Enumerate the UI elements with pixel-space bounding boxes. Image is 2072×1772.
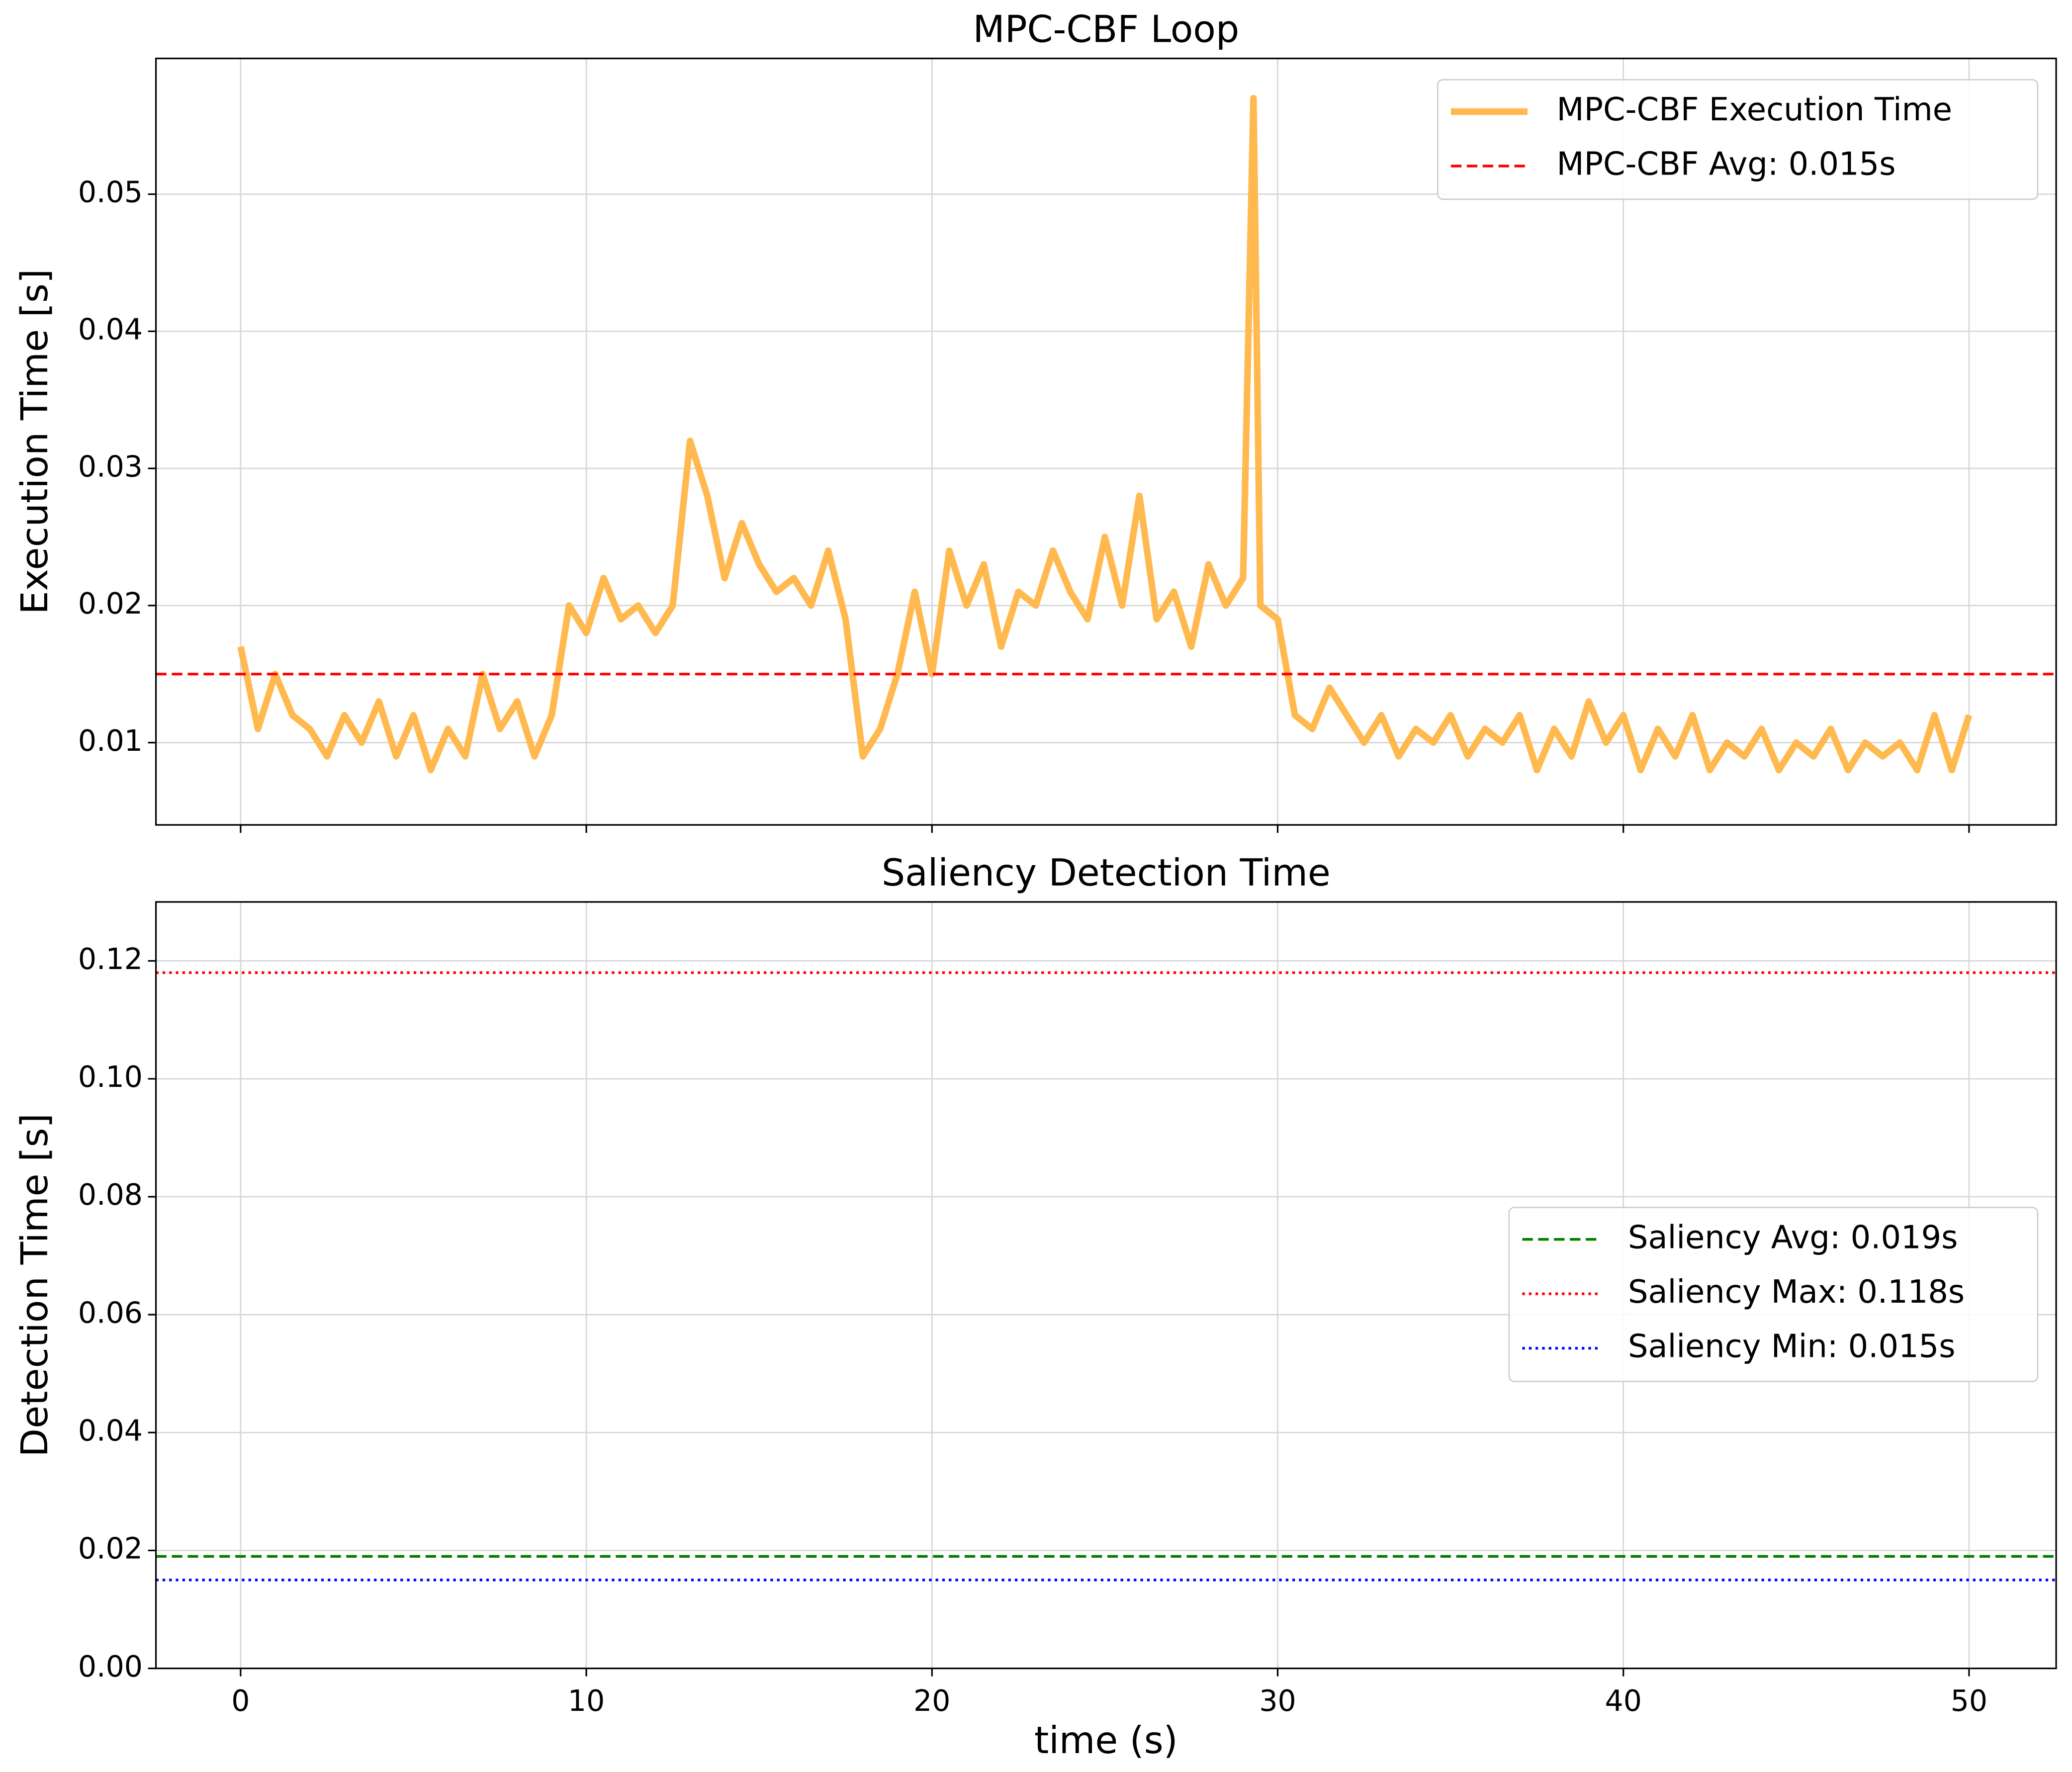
y-tick-label: 0.05 <box>78 176 143 209</box>
y-tick-label: 0.12 <box>78 942 143 976</box>
y-tick-label: 0.02 <box>78 1531 143 1565</box>
legend-label: MPC-CBF Execution Time <box>1557 91 1952 128</box>
y-tick-label: 0.03 <box>78 449 143 483</box>
y-axis-label: Execution Time [s] <box>13 269 56 615</box>
chart-title: Saliency Detection Time <box>882 851 1331 894</box>
legend-label: Saliency Max: 0.118s <box>1628 1274 1965 1311</box>
x-tick-label: 50 <box>1951 1684 1987 1718</box>
legend-box <box>1437 79 2039 200</box>
legend-label: MPC-CBF Avg: 0.015s <box>1557 146 1896 182</box>
legend-label: Saliency Min: 0.015s <box>1628 1328 1955 1365</box>
chart-title: MPC-CBF Loop <box>973 7 1240 51</box>
y-tick-label: 0.00 <box>78 1650 143 1683</box>
y-tick-label: 0.01 <box>78 724 143 758</box>
y-tick-label: 0.02 <box>78 587 143 620</box>
x-tick-label: 0 <box>231 1684 250 1718</box>
y-tick-label: 0.10 <box>78 1060 143 1094</box>
x-axis-label: time (s) <box>1034 1719 1178 1762</box>
y-tick-label: 0.08 <box>78 1178 143 1212</box>
y-tick-label: 0.06 <box>78 1296 143 1329</box>
legend-label: Saliency Avg: 0.019s <box>1628 1219 1958 1256</box>
plot-frame <box>155 901 2057 1670</box>
data-line <box>237 94 1973 774</box>
legend-box <box>1508 1207 2039 1382</box>
y-tick-label: 0.04 <box>78 1414 143 1447</box>
x-tick-label: 30 <box>1259 1684 1296 1718</box>
y-tick-label: 0.04 <box>78 312 143 346</box>
x-tick-label: 40 <box>1605 1684 1642 1718</box>
legend: Saliency Avg: 0.019s Saliency Max: 0.118s… <box>1508 1207 2039 1382</box>
y-axis-label: Detection Time [s] <box>13 1113 56 1457</box>
x-tick-label: 10 <box>568 1684 605 1718</box>
legend: MPC-CBF Execution Time MPC-CBF Avg: 0.015… <box>1437 79 2039 200</box>
plot-frame <box>155 57 2057 826</box>
x-tick-label: 20 <box>913 1684 950 1718</box>
